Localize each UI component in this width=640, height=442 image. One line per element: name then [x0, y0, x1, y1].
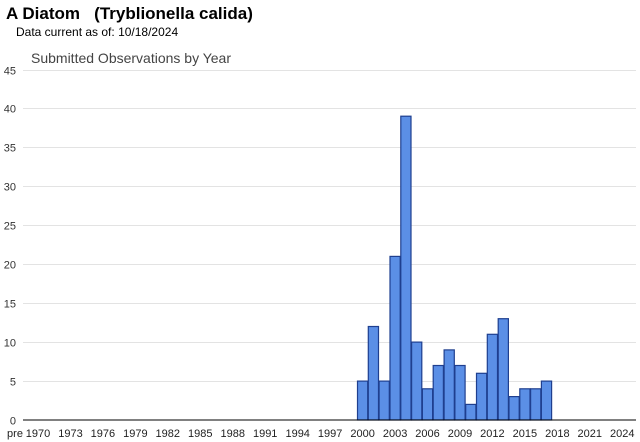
x-tick-label: 2003: [383, 428, 407, 440]
species-title: A Diatom (Tryblionella calida): [6, 4, 253, 23]
x-tick-label: 1985: [188, 428, 212, 440]
x-tick-label: 1997: [318, 428, 342, 440]
x-tick-label: 2000: [350, 428, 374, 440]
bar-2016[interactable]: [529, 388, 542, 421]
x-tick-label: 1994: [285, 428, 309, 440]
bar-2015[interactable]: [519, 388, 531, 421]
chart-bars: [356, 115, 553, 421]
y-tick-label: 0: [10, 416, 16, 428]
x-tick-label: 1982: [156, 428, 180, 440]
x-axis-ticks: pre 1970 1973 1976 1979 1982 1985 1988 1991 1994 1…: [7, 428, 634, 440]
y-tick-label: 40: [4, 104, 16, 116]
x-tick-label: 1970: [26, 428, 50, 440]
chart-title: Submitted Observations by Year: [31, 50, 231, 66]
bar-2014[interactable]: [508, 396, 520, 421]
x-tick-label: pre: [7, 428, 23, 440]
data-current-date: 10/18/2024: [118, 25, 179, 39]
x-tick-label: 2012: [480, 428, 504, 440]
y-tick-label: 30: [4, 182, 16, 194]
bar-2001[interactable]: [367, 325, 380, 421]
y-tick-label: 35: [4, 143, 16, 155]
bar-2007[interactable]: [432, 364, 445, 421]
y-tick-label: 25: [4, 221, 16, 233]
y-tick-label: 5: [10, 377, 16, 389]
y-tick-label: 45: [4, 66, 16, 78]
y-tick-label: 10: [4, 338, 16, 350]
y-axis-ticks: 0 5 10 15 20 25 30 35 40 45: [4, 66, 16, 428]
bar-2009[interactable]: [454, 364, 466, 421]
x-tick-label: 2006: [415, 428, 439, 440]
y-tick-label: 15: [4, 299, 16, 311]
bar-2003[interactable]: [389, 255, 401, 421]
bar-2004[interactable]: [400, 115, 412, 421]
x-tick-label: 2015: [513, 428, 537, 440]
x-tick-label: 1988: [221, 428, 245, 440]
bar-2013[interactable]: [497, 318, 510, 421]
bar-2002[interactable]: [378, 380, 390, 421]
x-tick-label: 1979: [123, 428, 147, 440]
x-tick-label: 2018: [545, 428, 569, 440]
data-current-label: Data current as of:: [16, 25, 115, 39]
x-tick-label: 1973: [58, 428, 82, 440]
x-tick-label: 1976: [91, 428, 115, 440]
bar-2008[interactable]: [443, 349, 455, 421]
x-tick-label: 2009: [448, 428, 472, 440]
data-current-line: Data current as of: 10/18/2024: [16, 25, 178, 39]
bar-2010[interactable]: [465, 403, 477, 421]
x-tick-label: 2024: [610, 428, 634, 440]
bar-2005[interactable]: [411, 341, 423, 421]
x-tick-label: 2021: [578, 428, 602, 440]
bar-2006[interactable]: [421, 388, 434, 421]
chart-grid: [23, 70, 636, 382]
bar-2017[interactable]: [540, 380, 553, 421]
y-tick-label: 20: [4, 260, 16, 272]
bar-2011[interactable]: [475, 372, 488, 421]
bar-2000[interactable]: [356, 380, 369, 421]
bar-2012[interactable]: [486, 333, 499, 421]
x-tick-label: 1991: [253, 428, 277, 440]
